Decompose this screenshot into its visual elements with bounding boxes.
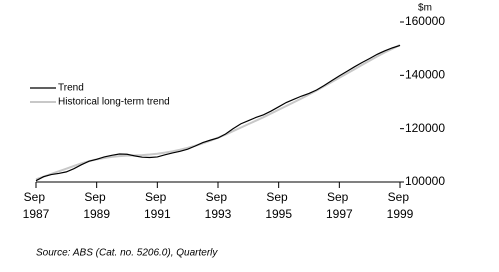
x-tick-label: Sep 1993 [205,190,232,221]
y-tick-label: 140000 [405,68,445,82]
series-line [35,44,401,182]
y-tick-label: 120000 [405,121,445,135]
x-tick-label: Sep 1995 [265,190,292,221]
legend-label: Historical long-term trend [58,97,170,108]
x-tick-label: Sep 1997 [326,190,353,221]
x-tick-label: Sep 1987 [23,190,50,221]
y-tick-label: 160000 [405,14,445,28]
x-tick-label: Sep 1999 [387,190,414,221]
x-tick-label: Sep 1991 [144,190,171,221]
series-line [35,44,401,181]
source-note: Source: ABS (Cat. no. 5206.0), Quarterly [36,248,218,259]
legend-label: Trend [58,83,84,94]
x-tick-label: Sep 1989 [83,190,110,221]
y-unit: $m [418,3,432,14]
y-tick-label: 100000 [405,174,445,188]
